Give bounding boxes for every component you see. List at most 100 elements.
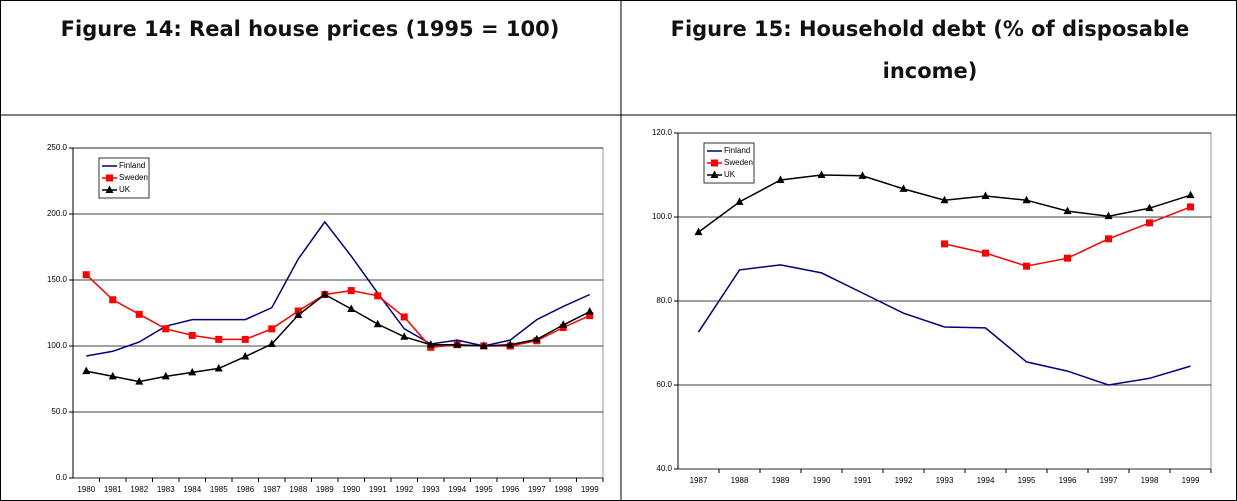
figure-title: Figure 14: Real house prices (1995 = 100… [60,17,560,41]
legend-label: Finland [119,161,145,170]
y-tick-label: 40.0 [656,464,672,473]
series-line [85,274,591,349]
marker [735,197,744,205]
x-tick-label: 1996 [1059,476,1077,485]
marker [1186,190,1195,199]
marker [373,319,382,328]
y-tick-label: 50.0 [51,407,67,416]
marker [320,290,329,298]
marker [400,332,409,340]
series-line [86,293,591,383]
x-tick-label: 1997 [528,485,546,494]
marker [817,170,826,178]
marker [981,191,990,199]
x-tick-label: 1988 [731,476,749,485]
marker [776,175,785,184]
marker [135,310,143,318]
marker [82,366,91,375]
y-tick-label: 80.0 [656,296,672,305]
marker [1105,235,1112,243]
marker [400,313,408,321]
x-tick-label: 1999 [1182,476,1200,485]
x-tick-label: 1985 [210,485,228,494]
x-tick-label: 1986 [236,485,254,494]
marker [586,312,594,320]
marker [268,325,276,333]
x-tick-label: 1999 [581,485,599,494]
marker [1023,262,1030,270]
x-tick-label: 1982 [130,485,148,494]
marker [941,240,948,248]
series-line [697,264,1191,386]
marker [453,340,462,348]
y-tick-label: 60.0 [656,380,672,389]
marker [559,320,568,328]
marker [1064,254,1071,262]
marker [1104,211,1113,220]
series-line [86,220,591,357]
x-tick-label: 1983 [157,485,175,494]
marker [899,184,908,192]
marker [1146,219,1153,227]
x-tick-label: 1998 [1141,476,1159,485]
x-tick-label: 1992 [395,485,413,494]
x-tick-label: 1981 [104,485,122,494]
x-tick-label: 1998 [554,485,572,494]
marker [109,296,117,304]
plot-area [72,147,604,479]
y-tick-label: 0.0 [56,473,68,482]
x-tick-label: 1996 [501,485,519,494]
x-tick-label: 1995 [475,485,493,494]
marker [858,171,867,179]
marker [135,377,144,385]
marker [162,325,170,333]
marker [241,335,249,343]
y-tick-label: 150.0 [47,275,68,284]
marker [106,174,113,182]
x-tick-label: 1990 [813,476,831,485]
y-tick-label: 200.0 [47,209,68,218]
marker [1022,195,1031,204]
y-tick-label: 100.0 [47,341,68,350]
marker [940,195,949,204]
x-tick-label: 1988 [289,485,307,494]
marker [1187,203,1194,211]
marker [1063,206,1072,215]
marker [267,339,276,348]
marker [347,287,355,295]
y-tick-label: 250.0 [47,143,68,152]
x-tick-label: 1980 [77,485,95,494]
marker [108,371,117,380]
marker [105,185,114,193]
marker [294,310,303,318]
x-tick-label: 1995 [1018,476,1036,485]
series-line [698,174,1191,233]
x-tick-label: 1991 [854,476,872,485]
marker [426,340,435,348]
y-tick-label: 120.0 [652,128,673,137]
marker [479,341,488,349]
figure-title: Figure 15: Household debt (% of disposab… [670,17,1190,83]
marker [374,292,382,300]
marker [241,352,250,360]
x-tick-label: 1989 [772,476,790,485]
x-tick-label: 1991 [369,485,387,494]
marker [188,367,197,376]
y-tick-label: 100.0 [652,212,673,221]
marker [161,371,170,380]
marker [82,271,90,279]
x-tick-label: 1989 [316,485,334,494]
x-tick-label: 1994 [977,476,995,485]
marker [585,307,594,315]
marker [215,335,223,343]
marker [532,334,541,343]
x-tick-label: 1993 [936,476,954,485]
x-tick-label: 1992 [895,476,913,485]
marker [982,249,989,257]
marker [1145,203,1154,212]
marker [214,363,223,372]
x-tick-label: 1990 [342,485,360,494]
